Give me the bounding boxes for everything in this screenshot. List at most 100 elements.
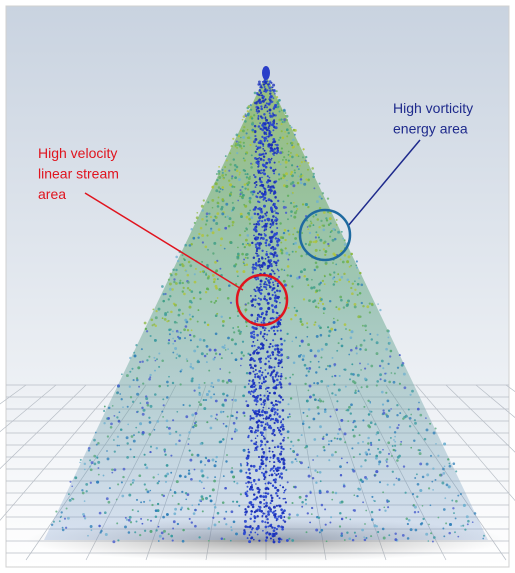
particle bbox=[250, 464, 253, 468]
particle bbox=[272, 287, 275, 290]
particle bbox=[248, 501, 252, 505]
particle bbox=[244, 204, 248, 208]
particle bbox=[338, 427, 342, 431]
particle bbox=[278, 497, 281, 500]
particle bbox=[166, 513, 169, 516]
particle bbox=[234, 358, 238, 361]
particle bbox=[274, 344, 277, 347]
particle bbox=[462, 503, 466, 507]
particle bbox=[260, 142, 264, 145]
particle bbox=[364, 324, 367, 328]
particle bbox=[224, 487, 227, 490]
particle bbox=[279, 348, 283, 352]
particle bbox=[265, 496, 267, 499]
particle bbox=[169, 295, 172, 298]
particle bbox=[299, 270, 303, 274]
particle bbox=[253, 399, 257, 402]
particle bbox=[305, 502, 308, 506]
particle bbox=[266, 135, 268, 138]
particle bbox=[375, 525, 379, 528]
particle bbox=[313, 187, 316, 190]
particle bbox=[293, 211, 297, 215]
particle bbox=[211, 274, 215, 277]
particle bbox=[303, 275, 306, 278]
particle bbox=[275, 222, 278, 225]
particle bbox=[277, 383, 280, 386]
particle bbox=[87, 534, 89, 537]
particle bbox=[165, 464, 169, 467]
particle bbox=[262, 83, 266, 86]
particle bbox=[135, 426, 138, 429]
particle bbox=[150, 318, 154, 322]
particle bbox=[131, 509, 134, 511]
particle bbox=[245, 132, 248, 135]
particle bbox=[178, 433, 182, 437]
particle bbox=[265, 239, 268, 242]
particle bbox=[237, 246, 239, 249]
particle bbox=[263, 399, 267, 403]
particle bbox=[168, 432, 172, 435]
particle bbox=[266, 423, 269, 426]
particle bbox=[173, 278, 176, 281]
particle bbox=[274, 294, 277, 297]
particle bbox=[413, 439, 416, 443]
particle bbox=[177, 331, 180, 334]
particle bbox=[278, 431, 281, 434]
particle bbox=[192, 236, 196, 240]
particle bbox=[269, 185, 272, 189]
particle bbox=[214, 260, 217, 264]
particle bbox=[280, 378, 282, 380]
particle bbox=[280, 268, 283, 271]
particle bbox=[270, 499, 274, 503]
particle bbox=[306, 512, 309, 515]
particle bbox=[157, 307, 161, 311]
particle bbox=[331, 238, 335, 242]
particle bbox=[250, 154, 253, 157]
particle bbox=[218, 288, 222, 291]
particle bbox=[257, 115, 260, 117]
particle bbox=[348, 329, 351, 332]
particle bbox=[197, 236, 200, 239]
particle bbox=[275, 211, 278, 215]
spray-cone bbox=[44, 75, 488, 540]
particle bbox=[325, 368, 328, 371]
particle bbox=[255, 145, 258, 148]
particle bbox=[205, 212, 209, 216]
particle bbox=[280, 538, 283, 541]
particle bbox=[248, 476, 252, 480]
particle bbox=[394, 532, 397, 535]
particle bbox=[178, 336, 182, 340]
particle bbox=[265, 313, 268, 316]
particle bbox=[256, 316, 259, 319]
particle bbox=[216, 312, 219, 315]
particle bbox=[328, 273, 331, 275]
particle bbox=[236, 146, 239, 149]
particle bbox=[442, 508, 446, 511]
particle bbox=[261, 326, 265, 329]
particle bbox=[251, 241, 254, 245]
particle bbox=[343, 272, 346, 276]
particle bbox=[278, 160, 280, 163]
particle bbox=[278, 178, 281, 181]
particle bbox=[339, 465, 342, 468]
particle bbox=[266, 492, 270, 495]
particle bbox=[256, 196, 259, 199]
particle bbox=[287, 218, 289, 221]
particle bbox=[243, 145, 245, 148]
particle bbox=[329, 231, 332, 233]
particle bbox=[167, 426, 171, 430]
particle bbox=[315, 371, 318, 374]
particle bbox=[305, 178, 308, 181]
particle bbox=[185, 270, 188, 273]
particle bbox=[325, 490, 329, 494]
particle bbox=[262, 406, 265, 409]
particle bbox=[260, 105, 263, 108]
particle bbox=[279, 484, 282, 487]
particle bbox=[283, 436, 286, 439]
particle bbox=[206, 353, 209, 355]
particle bbox=[268, 460, 271, 463]
particle bbox=[281, 476, 283, 479]
particle bbox=[186, 360, 189, 362]
particle bbox=[250, 481, 253, 484]
particle bbox=[344, 368, 347, 371]
